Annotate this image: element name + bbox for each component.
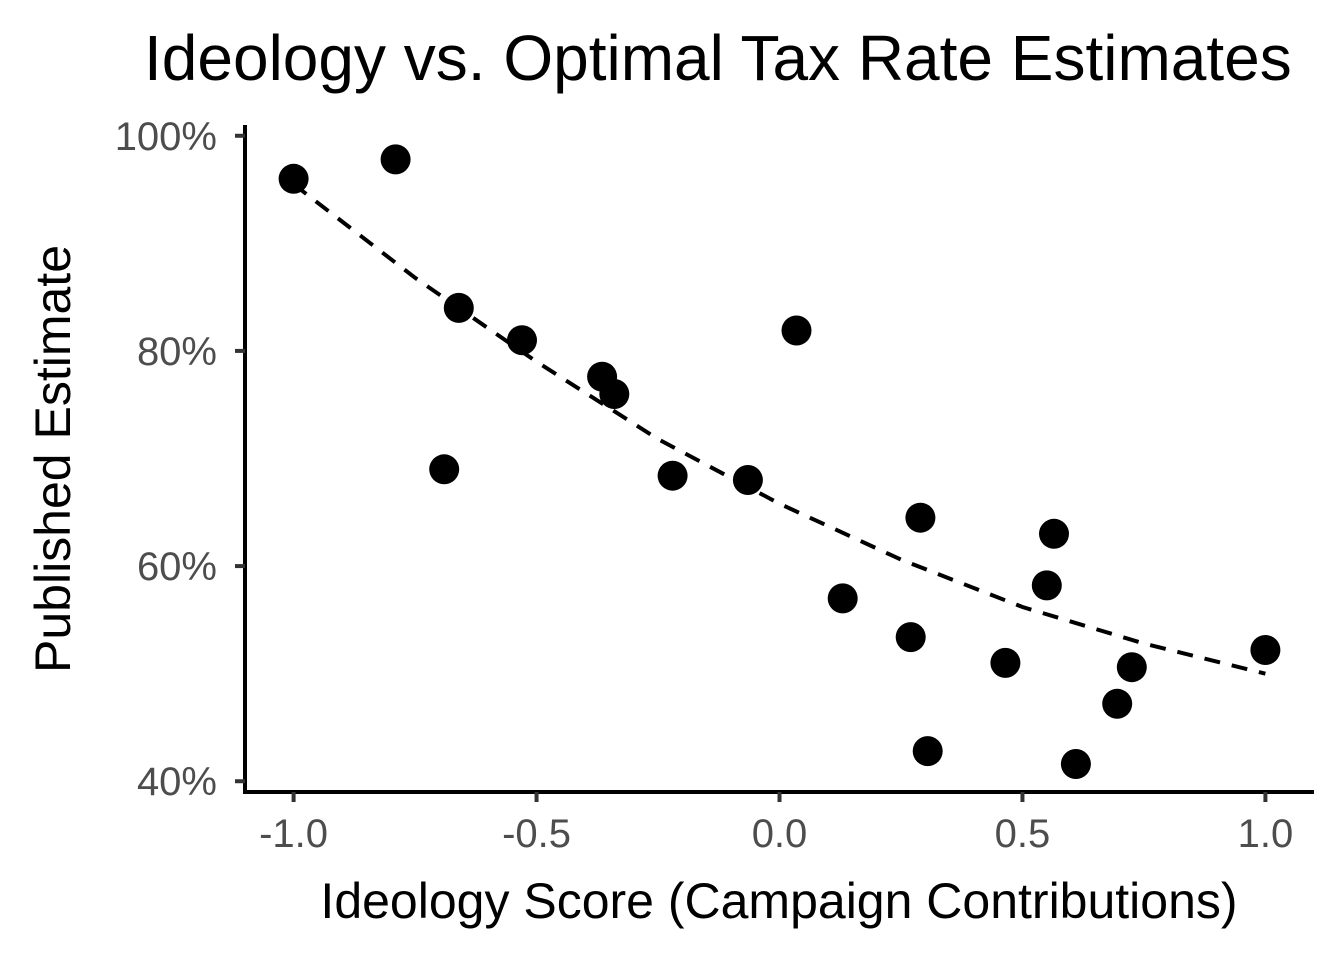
axis-lines — [243, 125, 1314, 794]
data-point — [781, 315, 812, 346]
axes — [243, 125, 1314, 794]
data-points — [278, 144, 1281, 779]
data-point — [429, 454, 460, 485]
chart-title: Ideology vs. Optimal Tax Rate Estimates — [144, 22, 1292, 94]
y-tick-label: 80% — [137, 330, 217, 374]
data-point — [990, 647, 1021, 678]
data-point — [1102, 688, 1133, 719]
y-tick-label: 100% — [115, 115, 217, 159]
data-point — [827, 583, 858, 614]
data-point — [443, 292, 474, 323]
data-point — [912, 736, 943, 767]
data-point — [278, 163, 309, 194]
x-axis-ticks: -1.0 -0.5 0.0 0.5 1.0 — [259, 792, 1293, 856]
y-tick-label: 40% — [137, 760, 217, 804]
trend-line — [292, 182, 1266, 676]
data-point — [1031, 570, 1062, 601]
data-point — [1039, 518, 1069, 549]
x-tick-label: 0.0 — [752, 812, 808, 856]
y-tick-label: 60% — [137, 545, 217, 589]
x-tick-label: -0.5 — [502, 812, 571, 856]
x-tick-label: 1.0 — [1238, 812, 1294, 856]
data-point — [895, 622, 926, 653]
data-point — [507, 325, 537, 356]
x-tick-label: 0.5 — [995, 812, 1051, 856]
data-point — [905, 502, 936, 533]
data-point — [380, 144, 411, 175]
data-point — [1116, 652, 1147, 683]
x-axis-title: Ideology Score (Campaign Contributions) — [320, 873, 1237, 929]
y-axis-ticks: 40% 60% 80% 100% — [115, 115, 245, 804]
data-point — [1250, 635, 1281, 665]
data-point — [599, 379, 630, 409]
data-point — [732, 465, 763, 495]
data-point — [1060, 749, 1091, 779]
data-point — [657, 460, 688, 491]
x-tick-label: -1.0 — [259, 812, 328, 856]
y-axis-title: Published Estimate — [25, 245, 81, 673]
